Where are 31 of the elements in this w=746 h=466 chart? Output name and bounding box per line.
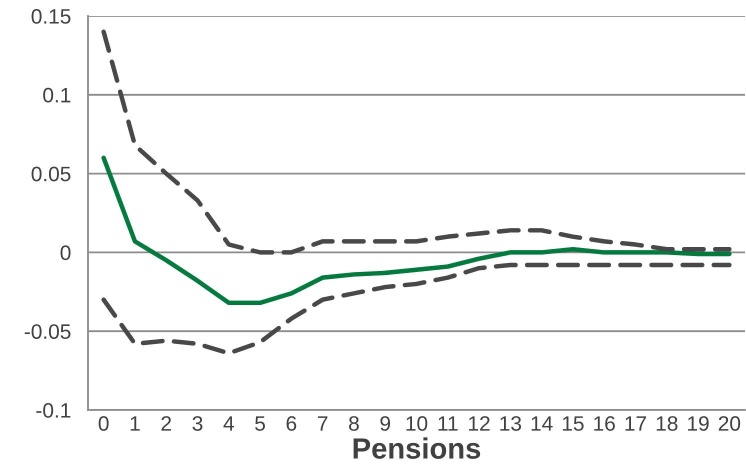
x-tick-label: 12	[469, 416, 490, 431]
y-tick-label: 0.1	[43, 88, 70, 103]
line-series	[101, 156, 732, 306]
x-tick-label: 3	[192, 416, 202, 431]
x-tick-label: 1	[130, 416, 140, 431]
x-tick-label: 8	[349, 416, 359, 431]
x-tick-label: 13	[500, 416, 522, 431]
x-axis-title: Pensions	[354, 437, 480, 459]
x-tick-label: 4	[223, 416, 234, 431]
y-tick-label: 0.15	[32, 9, 70, 24]
x-tick-label: 20	[718, 416, 740, 431]
x-tick-label: 9	[380, 416, 390, 431]
x-tick-label: 5	[255, 416, 265, 431]
x-tick-label: 0	[98, 416, 109, 431]
x-tick-label: 2	[161, 416, 171, 431]
x-tick-label: 6	[286, 416, 296, 431]
line-series	[101, 262, 732, 356]
y-tick-label: -0.05	[24, 324, 70, 339]
x-tick-label: 10	[406, 416, 428, 431]
x-tick-label: 18	[656, 416, 678, 431]
x-tick-label: 11	[438, 416, 458, 431]
x-tick-label: 17	[626, 416, 646, 431]
y-tick-label: 0.05	[32, 166, 70, 182]
x-tick-label: 19	[688, 416, 709, 431]
line-series	[101, 30, 732, 255]
x-tick-label: 16	[594, 416, 615, 431]
y-tick-label: -0.1	[36, 403, 70, 418]
x-tick-label: 14	[532, 416, 553, 431]
x-tick-label: 15	[562, 416, 584, 431]
y-tick-label: 0	[60, 245, 71, 260]
x-tick-label: 7	[318, 416, 328, 431]
